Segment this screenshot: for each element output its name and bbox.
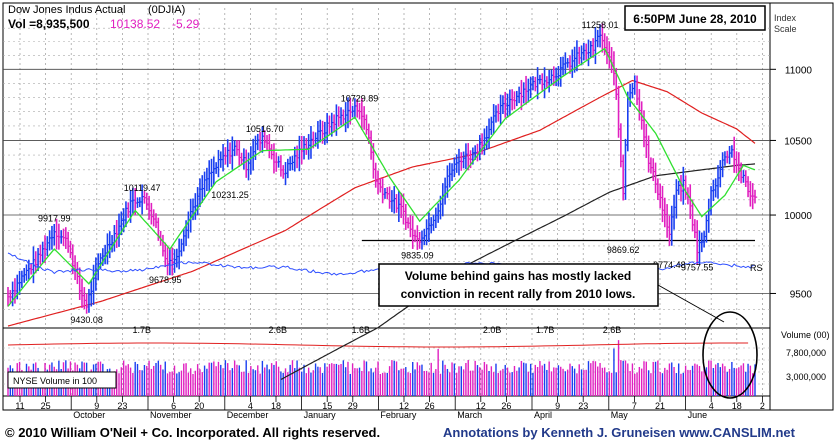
x-tick-label: June [688, 410, 708, 420]
volume-scale-label: Volume (00) [781, 330, 830, 340]
chart-symbol: (0DJIA) [148, 4, 185, 16]
volume-average-line [7, 342, 749, 348]
volume-annotation: 1.6B [351, 325, 370, 335]
x-tick-label: 12 [399, 401, 409, 411]
price-annotation: 9835.09 [401, 250, 434, 260]
price-annotation: 11258.01 [582, 20, 619, 30]
x-tick-label: 26 [501, 401, 511, 411]
x-tick-label: February [380, 410, 417, 420]
x-tick-label: November [150, 410, 192, 420]
x-tick-label: 18 [271, 401, 281, 411]
price-annotation: 10729.89 [341, 93, 379, 103]
x-tick-label: 7 [632, 401, 637, 411]
price-annotation: 9869.62 [607, 245, 640, 255]
x-tick-label: January [304, 410, 337, 420]
x-tick-label: 23 [117, 401, 127, 411]
price-annotation: 10516.70 [246, 124, 284, 134]
volume-annotation: 1.7B [132, 325, 151, 335]
price-bars [7, 23, 758, 314]
ma10-line [7, 47, 756, 307]
x-tick-label: 23 [578, 401, 588, 411]
scale-label: Scale [774, 24, 797, 34]
x-tick-label: May [611, 410, 629, 420]
x-tick-label: 4 [248, 401, 253, 411]
x-tick-label: 26 [425, 401, 435, 411]
copyright: © 2010 William O'Neil + Co. Incorporated… [5, 425, 380, 440]
x-tick-label: December [227, 410, 269, 420]
price-readout: 10138.52 [110, 17, 160, 31]
volume-tick-7800000: 7,800,000 [786, 348, 826, 358]
timestamp: 6:50PM June 28, 2010 [633, 12, 757, 26]
ma50-line [7, 79, 756, 327]
volume-tick-3000000: 3,000,000 [786, 372, 826, 382]
volume-readout: Vol =8,935,500 [8, 17, 90, 31]
x-tick-label: 12 [476, 401, 486, 411]
ma50-polyline [7, 79, 756, 327]
x-tick-label: 18 [732, 401, 742, 411]
ma10-polyline [7, 47, 756, 307]
price-annotation: 10231.25 [211, 190, 249, 200]
callout-line-2: conviction in recent rally from 2010 low… [401, 287, 636, 301]
nyse-box [7, 371, 117, 389]
rs-label: RS [750, 263, 763, 273]
timestamp-box [624, 5, 766, 31]
nyse-label: NYSE Volume in 100 [13, 376, 97, 386]
change-readout: -5.29 [172, 17, 200, 31]
callout-pointer [657, 284, 725, 323]
x-tick-label: 4 [709, 401, 714, 411]
x-tick-label: 15 [322, 401, 332, 411]
callout-box [378, 263, 659, 307]
callout-line-1: Volume behind gains has mostly lacked [405, 269, 632, 283]
y-tick-label: 10500 [784, 136, 812, 147]
y-tick-label: 9500 [790, 289, 813, 300]
index-label: Index [774, 13, 797, 23]
price-annotation: 9774.48 [653, 260, 686, 270]
y-axis-ticks: 9500 10000 10500 11000 [770, 65, 812, 300]
price-annotation: 9430.08 [70, 315, 103, 325]
y-tick-label: 10000 [784, 211, 812, 222]
price-annotation: 9757.55 [681, 263, 714, 273]
volume-annotation: 2.0B [483, 325, 502, 335]
price-annotation: 10119.47 [124, 183, 161, 193]
volume-highlight-ellipse [702, 311, 758, 399]
x-tick-label: 25 [41, 401, 51, 411]
x-tick-label: 20 [194, 401, 204, 411]
x-tick-label: 21 [655, 401, 665, 411]
volume-annotations: 1.7B 2.6B 1.6B 2.0B 1.7B 2.6B [132, 325, 621, 335]
price-annotation: 9678.95 [149, 275, 182, 285]
x-tick-label: March [457, 410, 482, 420]
x-tick-label: 2 [760, 401, 765, 411]
price-annotation: 9917.99 [38, 214, 71, 224]
x-tick-label: 29 [348, 401, 358, 411]
price-annotations: 9430.08 9917.99 10119.47 9678.95 10516.70 102… [38, 20, 713, 325]
x-tick-label: 9 [94, 401, 99, 411]
x-tick-label: 11 [15, 401, 24, 411]
annotations-credit: Annotations by Kenneth J. Gruneisen www.… [443, 425, 796, 440]
x-tick-label: 9 [555, 401, 560, 411]
chart-title: Dow Jones Indus Actual [8, 4, 125, 16]
y-tick-label: 11000 [785, 65, 813, 76]
volume-annotation: 2.6B [268, 325, 287, 335]
x-tick-label: April [534, 410, 552, 420]
x-tick-label: October [73, 410, 105, 420]
volume-annotation: 1.7B [536, 325, 555, 335]
volume-annotation: 2.6B [603, 325, 622, 335]
x-tick-label: 6 [171, 401, 176, 411]
